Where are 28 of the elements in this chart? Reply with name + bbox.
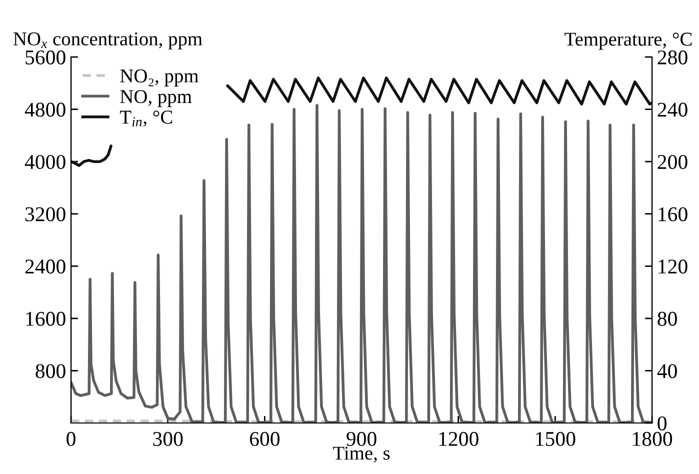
y2-tick-label: 240 <box>658 102 688 117</box>
x-axis-title: Time, s <box>333 446 390 463</box>
y2-tick-label: 120 <box>658 260 688 274</box>
y2-tick-label: 160 <box>658 207 688 222</box>
y-tick-label: 2400 <box>25 260 66 274</box>
y-tick-label: 800 <box>36 364 66 378</box>
y-tick-label: 3200 <box>25 207 66 222</box>
legend-label: NO₂, ppm <box>120 69 198 86</box>
y2-axis-title: Temperature, °C <box>564 32 692 50</box>
y2-tick-label: 80 <box>658 312 677 326</box>
x-tick-label: 900 <box>346 432 376 446</box>
y-axis-title: NO$_{x}$ concentration, ppm <box>13 32 202 50</box>
y2-tick-label: 200 <box>658 154 688 170</box>
y-tick-label: 4000 <box>24 154 66 170</box>
x-tick-label: 1800 <box>633 432 672 446</box>
x-tick-label: 1500 <box>536 432 576 446</box>
y-tick-label: 5600 <box>26 50 66 64</box>
y2-tick-label: 280 <box>658 50 688 64</box>
y2-tick-label: 40 <box>657 364 677 378</box>
x-tick-label: 300 <box>153 432 183 446</box>
legend-label: NO, ppm <box>120 90 192 108</box>
legend-label: T$_{in}$, °C <box>120 110 172 127</box>
x-tick-label: 600 <box>250 432 280 446</box>
y-tick-label: 1600 <box>26 312 66 326</box>
x-tick-label: 1200 <box>439 432 478 446</box>
x-tick-label: 0 <box>66 432 76 446</box>
y-tick-label: 4800 <box>24 102 66 117</box>
y2-tick-label: 0 <box>658 416 667 430</box>
